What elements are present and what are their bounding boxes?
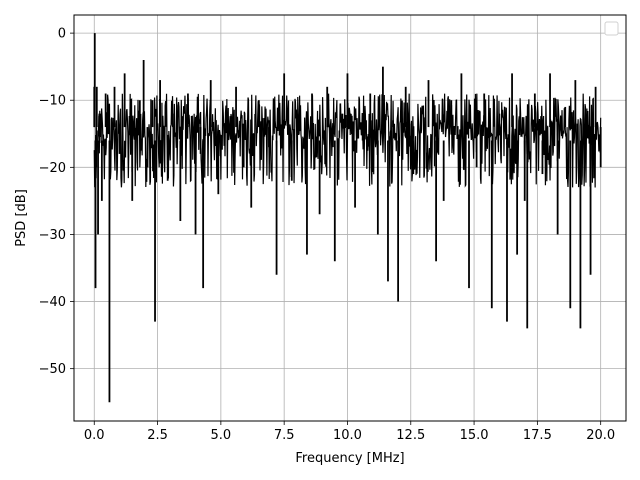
x-tick-label: 0.0 [84, 428, 105, 443]
psd-noise-trace [93, 93, 602, 188]
y-tick-label: 0 [58, 27, 66, 42]
y-axis-label: PSD [dB] [14, 189, 29, 247]
x-tick-label: 7.5 [274, 428, 295, 443]
y-tick-label: −20 [39, 161, 66, 176]
x-tick-label: 12.5 [396, 428, 425, 443]
x-tick-label: 2.5 [147, 428, 168, 443]
y-tick-label: −30 [39, 228, 66, 243]
y-tick-label: −40 [39, 295, 66, 310]
y-tick-label: −50 [39, 362, 66, 377]
x-tick-label: 15.0 [460, 428, 489, 443]
x-tick-label: 20.0 [586, 428, 615, 443]
plot-background [74, 15, 626, 421]
x-tick-label: 5.0 [211, 428, 232, 443]
x-tick-label: 10.0 [333, 428, 362, 443]
series-group [93, 33, 602, 403]
axis-ticks: 0.0 2.5 5.0 7.5 10.0 12.5 15.0 17.5 20.0 0 −10 −20 −… [39, 27, 616, 443]
x-tick-label: 17.5 [523, 428, 552, 443]
legend-box [604, 21, 619, 36]
plot-frame [73, 14, 627, 422]
y-tick-label: −10 [39, 94, 66, 109]
x-axis-label: Frequency [MHz] [295, 451, 404, 466]
